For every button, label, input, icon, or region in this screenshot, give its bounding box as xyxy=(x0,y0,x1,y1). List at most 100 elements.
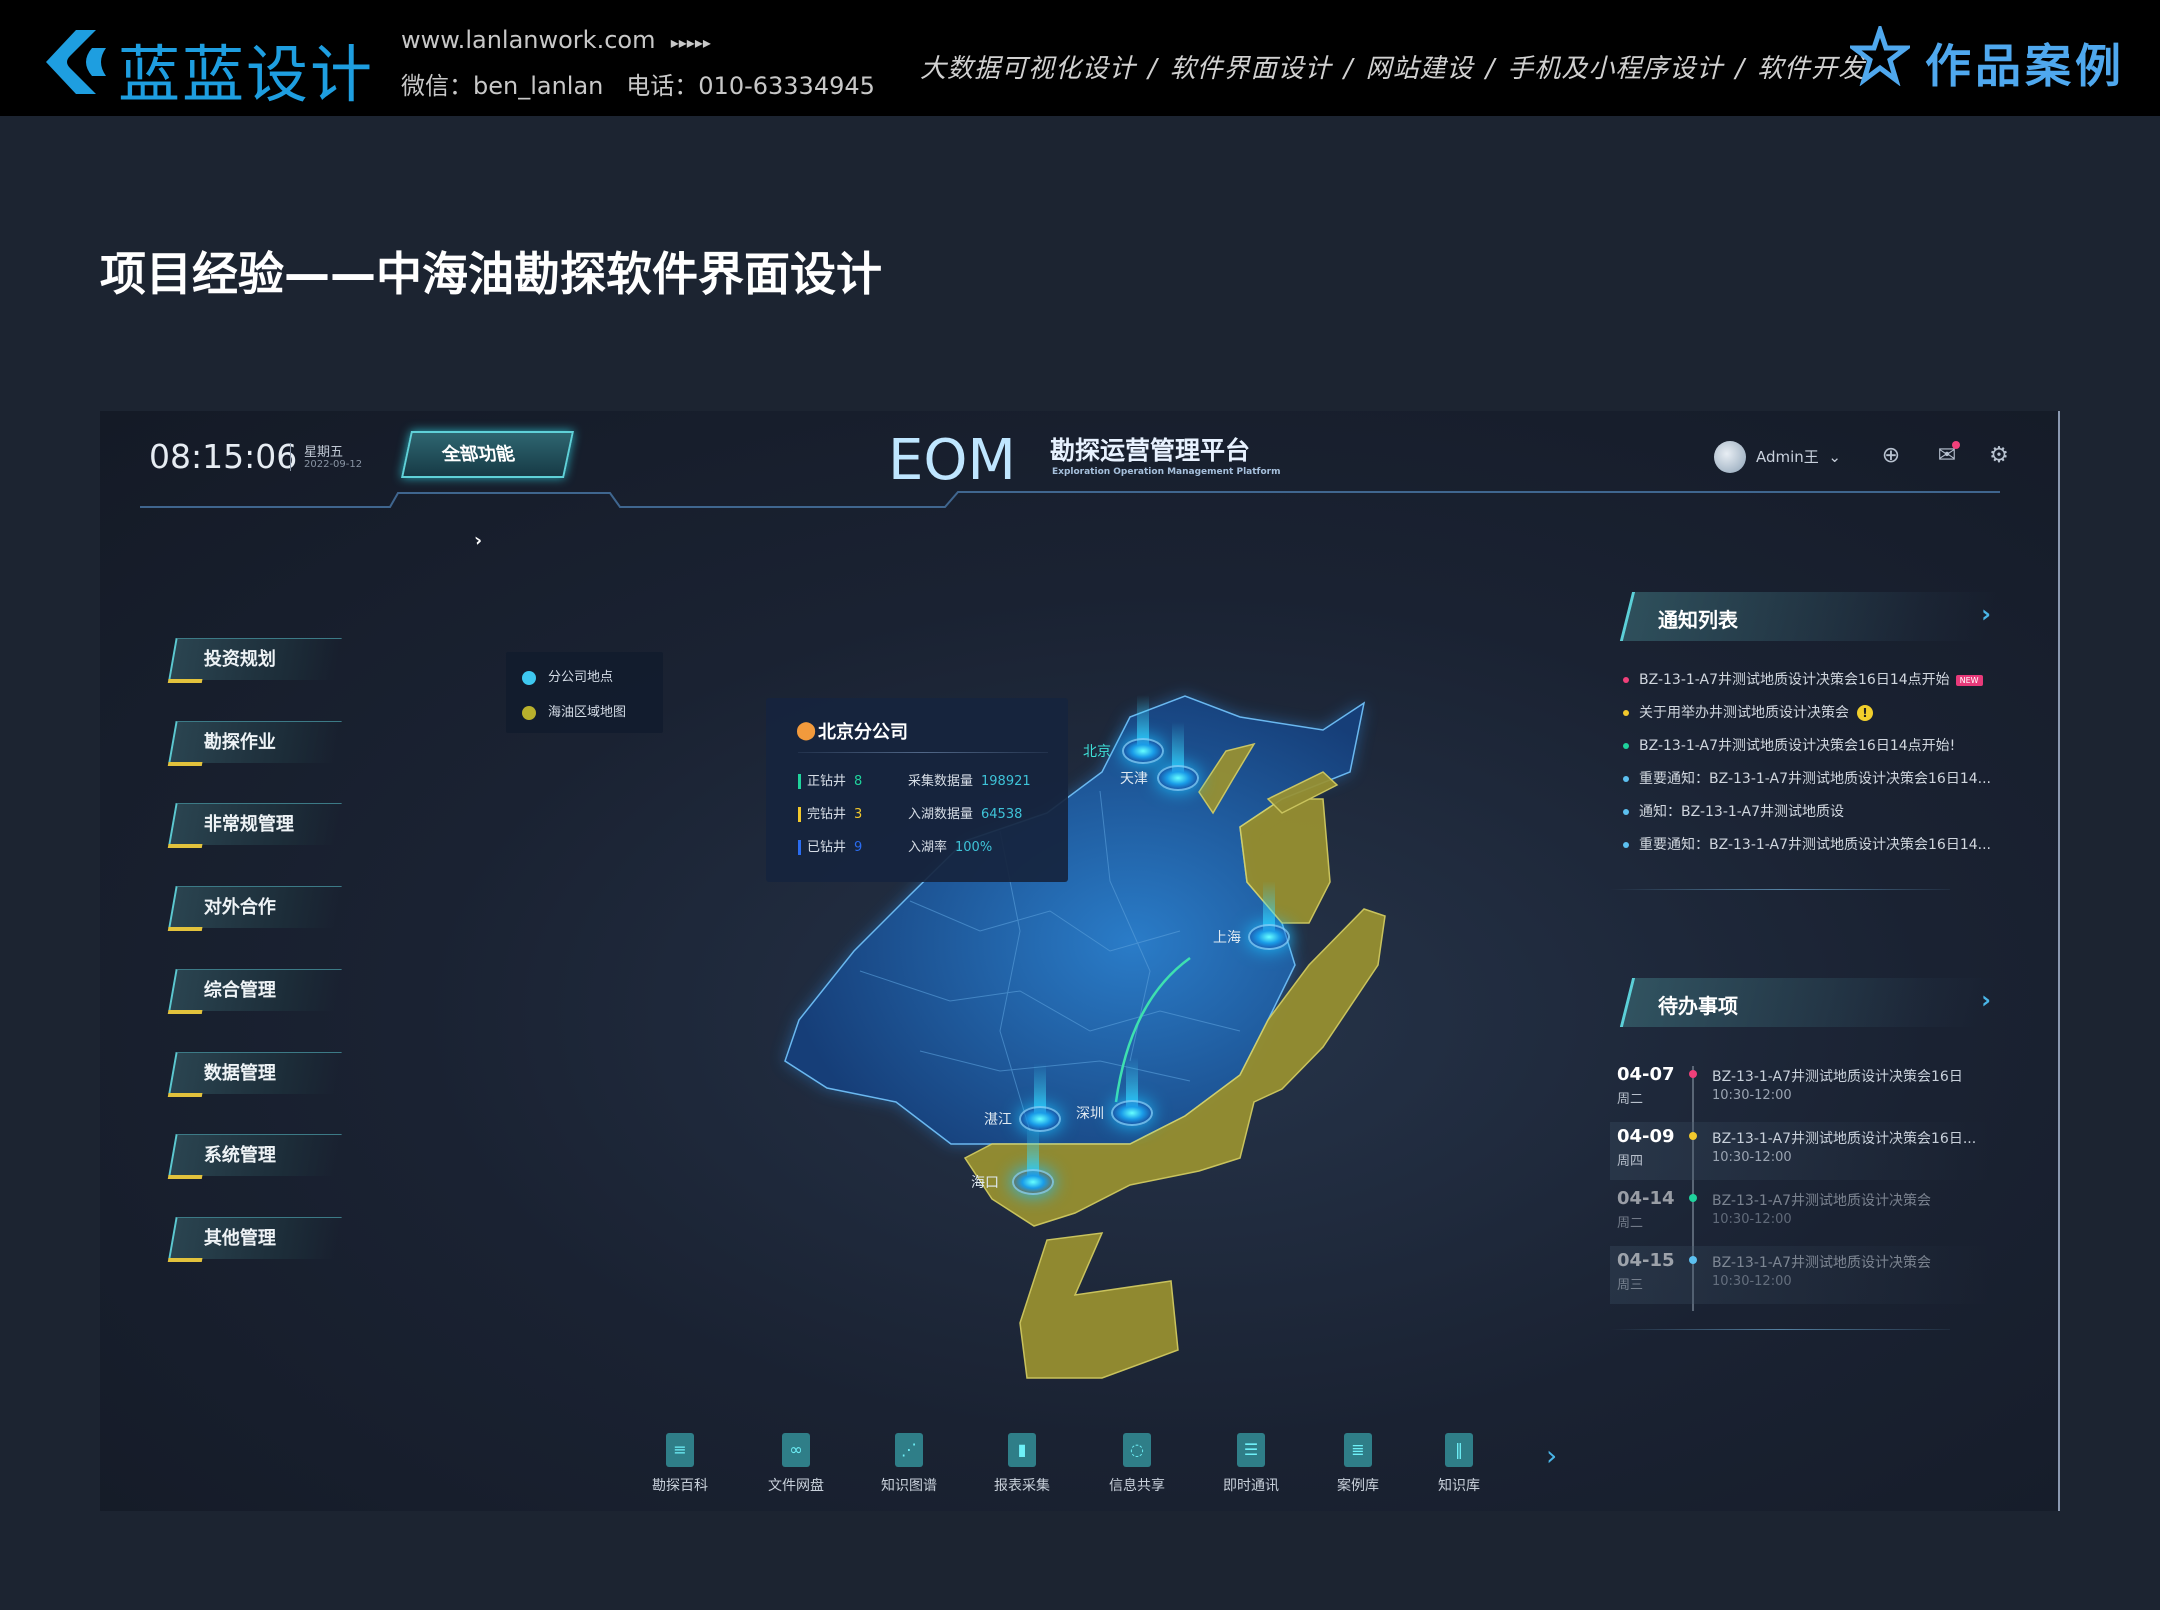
stat-value: 198921 xyxy=(981,774,1031,789)
top-banner: 蓝蓝设计 www.lanlanwork.com ▸▸▸▸▸ 微信：ben_lan… xyxy=(0,0,2160,116)
nav-link[interactable]: 软件开发 xyxy=(1757,54,1866,84)
todo-item[interactable]: 04-07 周二 BZ-13-1-A7井测试地质设计决策会16日 10:30-12:0… xyxy=(1610,1060,1990,1118)
logo-text: EOM xyxy=(888,428,1016,489)
city-marker[interactable] xyxy=(1019,1106,1061,1132)
notice-text: BZ-13-1-A7井测试地质设计决策会16日14点开始 xyxy=(1639,672,1950,688)
city-label: 湛江 xyxy=(984,1112,1012,1128)
todo-date: 04-09 xyxy=(1617,1126,1675,1147)
nav-link[interactable]: 手机及小程序设计 xyxy=(1507,54,1724,84)
sidebar-menu-item[interactable]: 对外合作 xyxy=(168,886,342,929)
weekday: 星期五 xyxy=(304,445,344,460)
notice-dot xyxy=(1623,776,1629,782)
stat-label: 入湖数据量 xyxy=(908,807,974,822)
legend-item[interactable]: 海油区域地图 xyxy=(522,701,626,720)
notice-dot xyxy=(1623,842,1629,848)
dock-item[interactable]: ▮ 报表采集 xyxy=(967,1433,1077,1495)
dock-item[interactable]: ◌ 信息共享 xyxy=(1082,1433,1192,1495)
city-label: 天津 xyxy=(1120,771,1148,787)
notice-item[interactable]: 重要通知：BZ-13-1-A7井测试地质设计决策会16日14... xyxy=(1623,834,1991,854)
well-stat: 已钻井 9 xyxy=(798,836,862,855)
timeline-dot xyxy=(1689,1194,1697,1202)
todo-panel-title: 待办事项 xyxy=(1658,994,1738,1018)
menu-label: 勘探作业 xyxy=(203,731,276,753)
city-marker[interactable] xyxy=(1122,738,1164,764)
todo-item[interactable]: 04-09 周四 BZ-13-1-A7井测试地质设计决策会16日... 10:30-1… xyxy=(1610,1122,1990,1180)
website-link[interactable]: www.lanlanwork.com xyxy=(401,26,656,54)
sidebar-menu-item[interactable]: 其他管理 xyxy=(168,1216,342,1259)
document-icon: ≡ xyxy=(666,1433,694,1467)
dock-item[interactable]: ‖ 知识库 xyxy=(1404,1433,1514,1495)
menu-label: 投资规划 xyxy=(203,649,276,670)
dock-label: 文件网盘 xyxy=(768,1478,824,1494)
todo-weekday: 周二 xyxy=(1617,1216,1644,1231)
city-label: 深圳 xyxy=(1076,1106,1104,1122)
menu-label: 非常规管理 xyxy=(203,814,294,836)
clipboard-icon: ≣ xyxy=(1344,1433,1372,1467)
nav-link[interactable]: 软件界面设计 xyxy=(1169,54,1332,84)
city-marker[interactable] xyxy=(1111,1100,1153,1126)
sidebar-menu-item[interactable]: 综合管理 xyxy=(168,968,342,1011)
sidebar-menu-item[interactable]: 投资规划 xyxy=(168,638,342,680)
notice-item[interactable]: 重要通知：BZ-13-1-A7井测试地质设计决策会16日14... xyxy=(1623,768,1991,788)
legend-item[interactable]: 分公司地点 xyxy=(522,666,613,685)
notice-item[interactable]: BZ-13-1-A7井测试地质设计决策会16日14点开始 NEW xyxy=(1623,669,1983,689)
dock-item[interactable]: ≡ 勘探百科 xyxy=(625,1433,735,1495)
avatar[interactable] xyxy=(1714,441,1746,473)
notice-item[interactable]: 通知：BZ-13-1-A7井测试地质设 xyxy=(1623,801,1844,821)
dock-label: 知识图谱 xyxy=(881,1478,937,1494)
nav-separator: / xyxy=(1485,54,1496,84)
well-stat: 正钻井 8 xyxy=(798,770,862,789)
todo-date: 04-07 xyxy=(1617,1064,1675,1085)
todo-time: 10:30-12:00 xyxy=(1712,1150,1792,1165)
city-label: 北京 xyxy=(1083,744,1111,760)
notice-item[interactable]: BZ-13-1-A7井测试地质设计决策会16日14点开始! xyxy=(1623,735,1955,755)
notice-panel-header: 通知列表 › xyxy=(1619,592,1998,641)
services-nav: 大数据可视化设计 / 软件界面设计 / 网站建设 / 手机及小程序设计 / 软件开发 xyxy=(920,48,1865,85)
todo-item[interactable]: 04-14 周二 BZ-13-1-A7井测试地质设计决策会 10:30-12:00 xyxy=(1610,1184,1990,1242)
city-beam xyxy=(1126,1057,1138,1113)
chevron-right-icon[interactable]: › xyxy=(1981,986,1991,1014)
nav-link[interactable]: 网站建设 xyxy=(1365,54,1474,84)
globe-icon[interactable]: ⊕ xyxy=(1881,443,1901,468)
graph-icon: ⋰ xyxy=(895,1433,923,1467)
chevron-right-icon[interactable]: › xyxy=(1981,600,1991,628)
city-marker[interactable] xyxy=(1012,1169,1054,1195)
dock-item[interactable]: ∞ 文件网盘 xyxy=(741,1433,851,1495)
gear-icon[interactable]: ⚙ xyxy=(1989,443,2009,468)
dock-item[interactable]: ⋰ 知识图谱 xyxy=(854,1433,964,1495)
timeline-line xyxy=(1692,1066,1694,1311)
nav-link[interactable]: 大数据可视化设计 xyxy=(920,54,1137,84)
mail-icon[interactable]: ✉ xyxy=(1934,441,1960,469)
dock-next-chevron-icon[interactable]: › xyxy=(1546,1439,1558,1472)
city-beam xyxy=(1027,1126,1039,1182)
dock-item[interactable]: ≣ 案例库 xyxy=(1303,1433,1413,1495)
menu-label: 综合管理 xyxy=(203,979,276,1001)
menu-label: 系统管理 xyxy=(203,1145,276,1167)
chevron-down-icon: ⌄ xyxy=(1828,448,1841,466)
todo-item[interactable]: 04-15 周三 BZ-13-1-A7井测试地质设计决策会 10:30-12:00 xyxy=(1610,1246,1990,1304)
stat-value: 100% xyxy=(955,840,993,855)
status-bar xyxy=(798,840,801,855)
timeline-dot xyxy=(1689,1070,1697,1078)
notice-text: 重要通知：BZ-13-1-A7井测试地质设计决策会16日14... xyxy=(1639,837,1991,853)
dock-item[interactable]: ☰ 即时通讯 xyxy=(1196,1433,1306,1495)
notice-text: 重要通知：BZ-13-1-A7井测试地质设计决策会16日14... xyxy=(1639,771,1991,787)
todo-time: 10:30-12:00 xyxy=(1712,1088,1792,1103)
sidebar-menu-item[interactable]: 非常规管理 xyxy=(168,803,342,846)
city-marker[interactable] xyxy=(1157,765,1199,791)
user-menu[interactable]: Admin王 ⌄ xyxy=(1756,446,1841,467)
sidebar-menu-item[interactable]: 数据管理 xyxy=(168,1051,342,1094)
city-marker[interactable] xyxy=(1248,924,1290,950)
divider xyxy=(290,443,291,471)
divider xyxy=(798,752,1048,753)
notice-item[interactable]: 关于用举办井测试地质设计决策会! xyxy=(1623,702,1873,722)
sidebar-menu-item[interactable]: 系统管理 xyxy=(168,1134,342,1177)
sidebar-menu-item[interactable]: 勘探作业 xyxy=(168,720,342,763)
todo-text: BZ-13-1-A7井测试地质设计决策会16日 xyxy=(1712,1069,1963,1085)
stat-value: 9 xyxy=(854,840,863,855)
branch-name: 北京分公司 xyxy=(818,722,908,743)
nav-separator: / xyxy=(1735,54,1746,84)
stat-value: 64538 xyxy=(981,807,1023,822)
nav-separator: / xyxy=(1343,54,1354,84)
legend-label: 海油区域地图 xyxy=(548,705,627,720)
